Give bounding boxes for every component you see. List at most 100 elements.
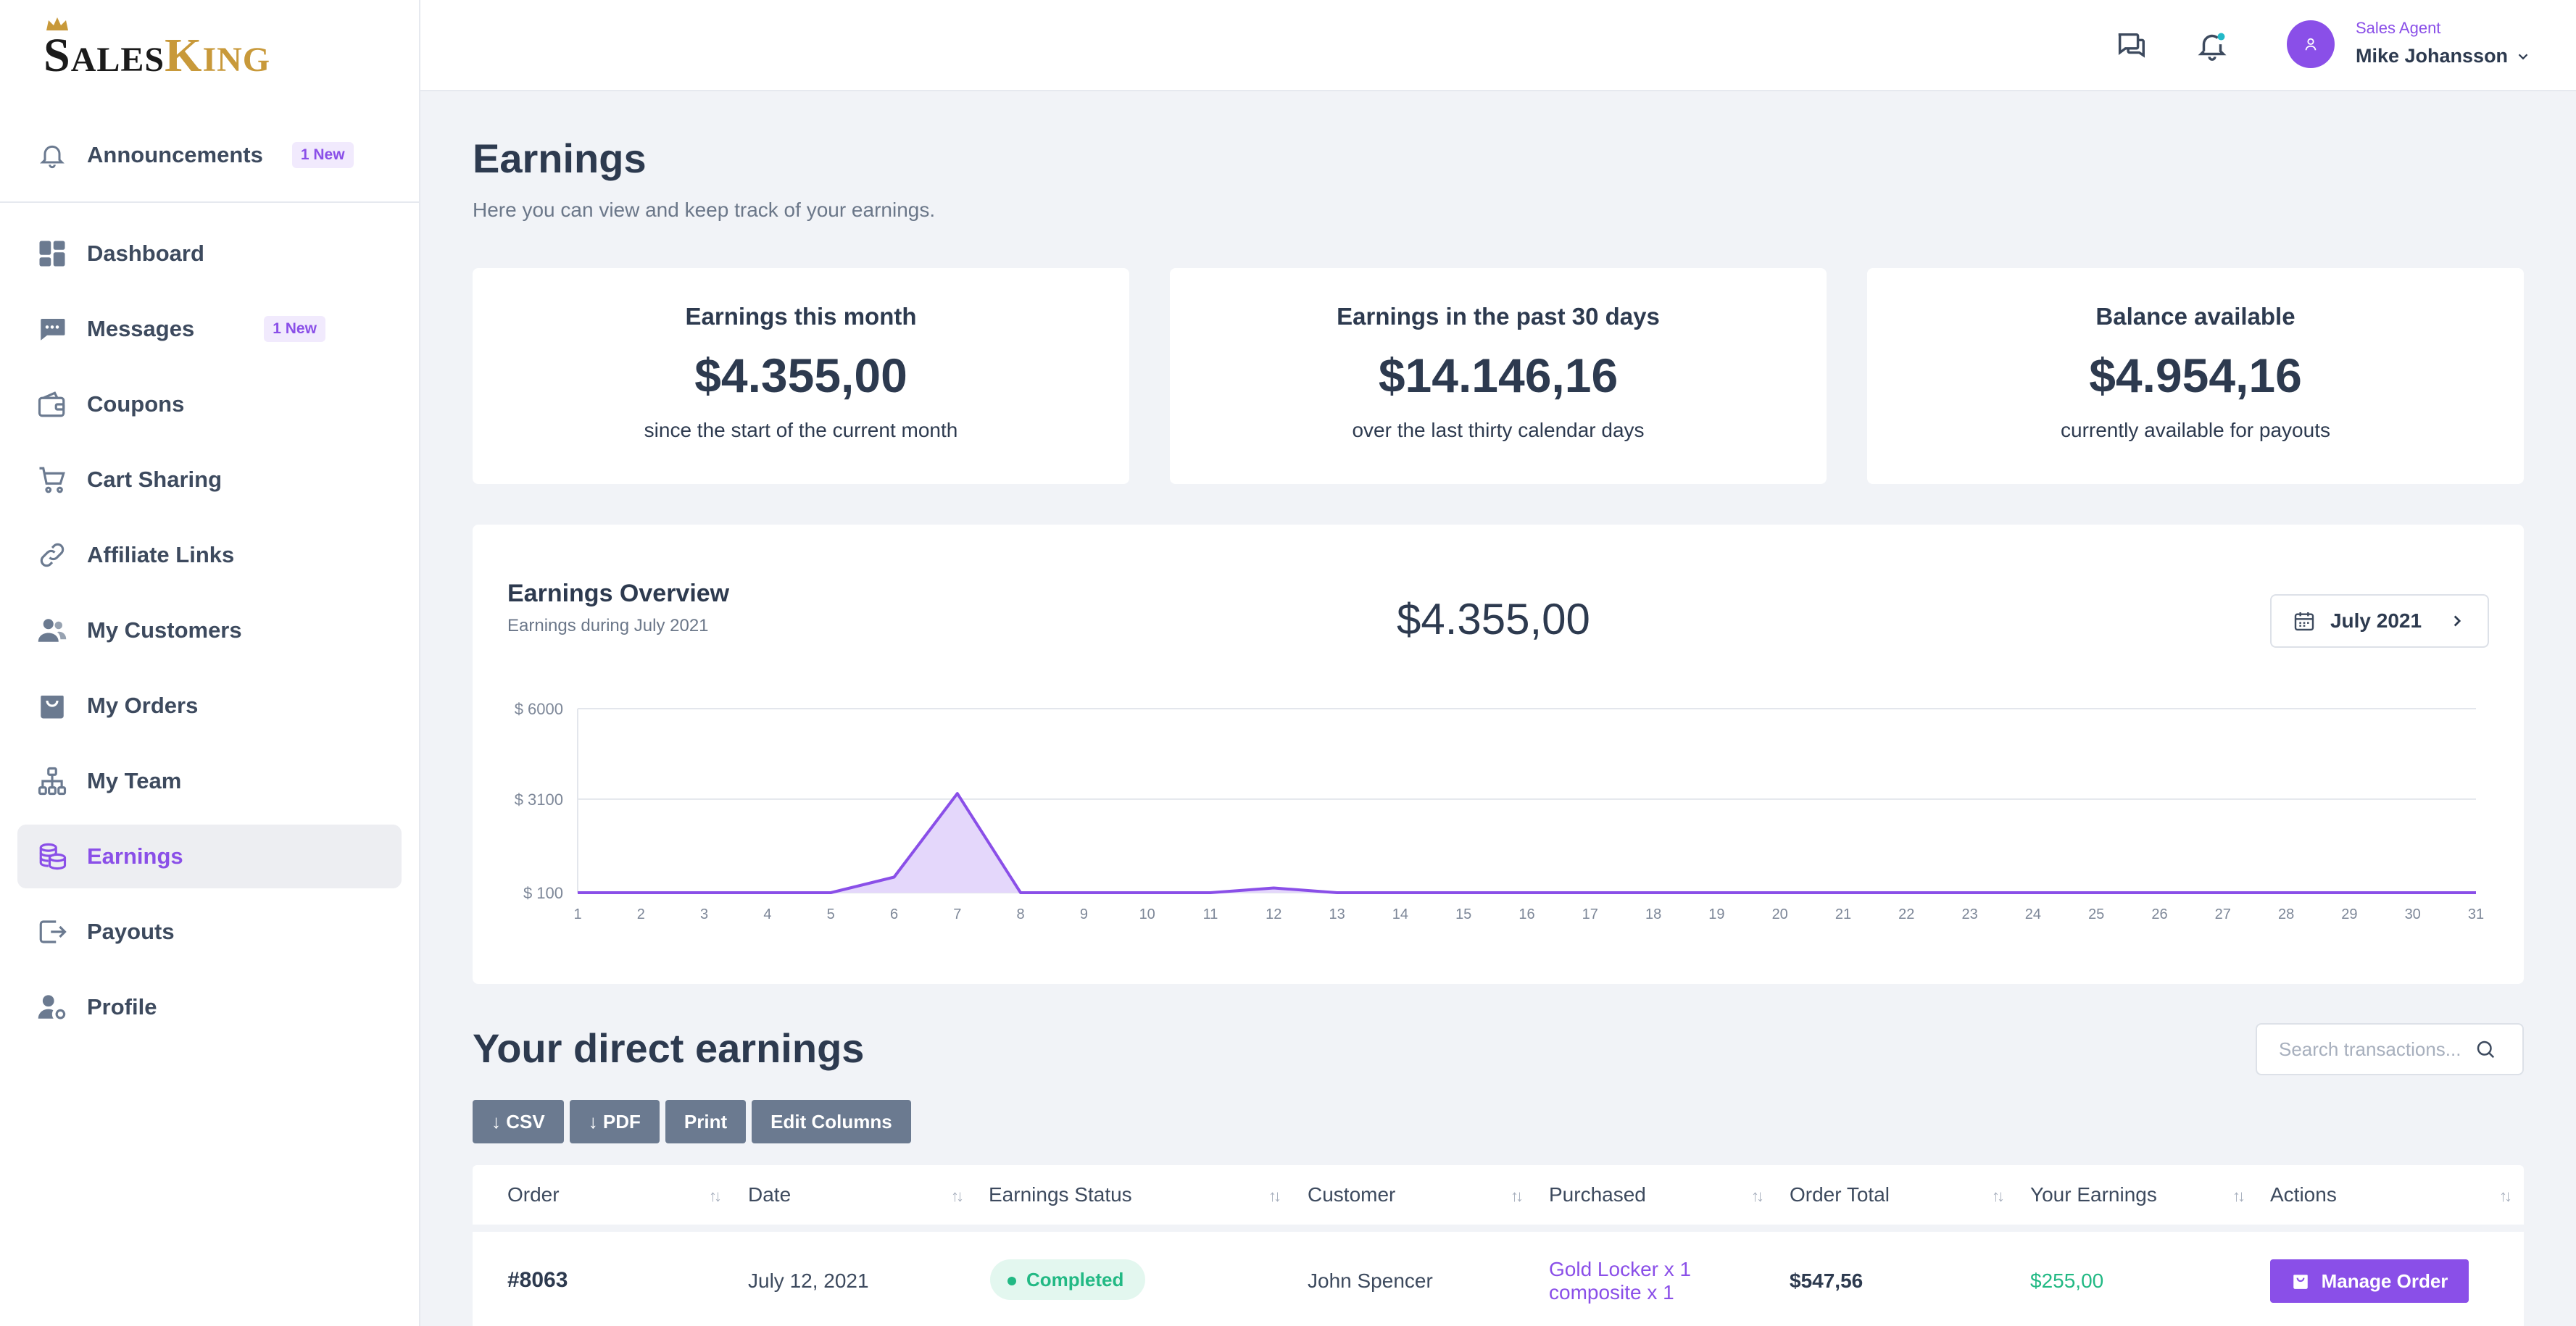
y-tick-label: $ 6000 — [515, 700, 563, 718]
column-header-date[interactable]: Date — [748, 1183, 792, 1206]
messages-icon[interactable] — [2113, 28, 2149, 64]
sort-icon[interactable]: ↑↓ — [709, 1187, 722, 1205]
y-tick-label: $ 100 — [523, 884, 563, 902]
sidebar-item-label: Payouts — [87, 919, 175, 944]
sidebar-item-label: Cart Sharing — [87, 467, 223, 492]
stat-title: Earnings this month — [685, 303, 917, 330]
crown-icon — [46, 17, 68, 30]
purchased-item-link[interactable]: composite x 1 — [1549, 1281, 1674, 1304]
x-tick-label: 8 — [1017, 906, 1025, 922]
sidebar-item-label: Earnings — [87, 843, 183, 869]
earnings-overview-card: Earnings Overview Earnings during July 2… — [473, 525, 2524, 984]
chart-title: Earnings Overview — [507, 580, 730, 607]
user-name: Mike Johansson — [2356, 45, 2509, 67]
status-badge: Completed — [990, 1259, 1146, 1300]
column-header-customer[interactable]: Customer — [1308, 1183, 1396, 1206]
export-pdf-button[interactable]: ↓ PDF — [569, 1100, 660, 1143]
order-total: $547,56 — [1790, 1269, 1864, 1292]
stat-value: $14.146,16 — [1378, 349, 1619, 402]
sidebar-item-label: My Orders — [87, 693, 199, 718]
sidebar-item-earnings[interactable]: Earnings — [17, 825, 402, 888]
search-icon[interactable] — [2475, 1038, 2496, 1060]
calendar-icon — [2294, 612, 2314, 631]
sidebar-item-coupons[interactable]: Coupons — [17, 372, 402, 436]
export-csv-button[interactable]: ↓ CSV — [473, 1100, 564, 1143]
x-tick-label: 6 — [890, 906, 898, 922]
avatar[interactable] — [2287, 20, 2335, 68]
search-box — [2256, 1023, 2524, 1075]
sidebar-item-my-customers[interactable]: My Customers — [17, 599, 402, 662]
month-picker-button[interactable]: July 2021 — [2270, 594, 2489, 648]
x-tick-label: 11 — [1203, 906, 1218, 922]
sidebar-item-label: Affiliate Links — [87, 542, 235, 567]
purchased-item-link[interactable]: Gold Locker x 1 — [1549, 1258, 1692, 1280]
sort-icon[interactable]: ↑↓ — [951, 1187, 964, 1205]
table-header: Order ↑↓ Date ↑↓ Earnings Status ↑↓ Cust… — [473, 1165, 2524, 1225]
column-header-order[interactable]: Order — [507, 1183, 560, 1206]
stat-title: Earnings in the past 30 days — [1337, 303, 1660, 330]
x-tick-label: 24 — [2025, 906, 2041, 922]
sidebar-item-affiliate-links[interactable]: Affiliate Links — [17, 523, 402, 587]
column-header-actions[interactable]: Actions — [2270, 1183, 2337, 1206]
sort-icon[interactable]: ↑↓ — [1511, 1187, 1524, 1205]
column-header-order-total[interactable]: Order Total — [1790, 1183, 1890, 1206]
top-header: Sales Agent Mike Johansson — [420, 0, 2576, 91]
stat-title: Balance available — [2095, 303, 2295, 330]
sidebar-item-announcements[interactable]: Announcements 1 New — [17, 123, 402, 187]
bell-icon — [35, 138, 70, 172]
sidebar-item-profile[interactable]: Profile — [17, 975, 402, 1039]
stat-card-30-days: Earnings in the past 30 days $14.146,16 … — [1170, 268, 1827, 484]
search-input[interactable] — [2279, 1038, 2475, 1061]
edit-columns-button[interactable]: Edit Columns — [752, 1100, 911, 1143]
chart-total: $4.355,00 — [1397, 595, 1590, 643]
sort-icon[interactable]: ↑↓ — [1268, 1187, 1281, 1205]
sidebar-item-my-team[interactable]: My Team — [17, 749, 402, 813]
print-button[interactable]: Print — [665, 1100, 747, 1143]
stat-description: since the start of the current month — [644, 419, 958, 441]
x-tick-label: 22 — [1898, 906, 1914, 922]
chart-subtitle: Earnings during July 2021 — [507, 616, 709, 635]
x-tick-label: 29 — [2341, 906, 2357, 922]
hierarchy-icon — [35, 764, 70, 798]
section-title: Your direct earnings — [473, 1025, 865, 1071]
column-header-earnings-status[interactable]: Earnings Status — [989, 1183, 1132, 1206]
column-header-your-earnings[interactable]: Your Earnings — [2030, 1183, 2157, 1206]
notification-bell-icon[interactable] — [2194, 28, 2230, 64]
user-menu[interactable]: Mike Johansson — [2356, 45, 2531, 67]
x-tick-label: 14 — [1392, 906, 1408, 922]
sidebar-item-cart-sharing[interactable]: Cart Sharing — [17, 448, 402, 512]
manage-order-button[interactable]: Manage Order — [2270, 1259, 2469, 1303]
announcements-section: Announcements 1 New — [0, 123, 420, 203]
page-subtitle: Here you can view and keep track of your… — [473, 199, 936, 221]
table-toolbar: ↓ CSV ↓ PDF Print Edit Columns — [473, 1100, 911, 1143]
status-dot — [1007, 1277, 1016, 1285]
sidebar-item-label: Profile — [87, 994, 157, 1019]
saleking-logo[interactable]: SALESKING — [43, 17, 271, 82]
x-tick-label: 31 — [2468, 906, 2484, 922]
sidebar-item-payouts[interactable]: Payouts — [17, 900, 402, 964]
sidebar-item-label: Dashboard — [87, 241, 204, 266]
stat-card-balance: Balance available $4.954,16 currently av… — [1867, 268, 2524, 484]
sidebar-item-my-orders[interactable]: My Orders — [17, 674, 402, 738]
x-tick-label: 16 — [1518, 906, 1534, 922]
x-tick-label: 25 — [2088, 906, 2104, 922]
x-tick-label: 19 — [1708, 906, 1724, 922]
sort-icon[interactable]: ↑↓ — [1751, 1187, 1764, 1205]
sort-icon[interactable]: ↑↓ — [2232, 1187, 2245, 1205]
earnings-line — [578, 792, 2476, 894]
logo-text: SALESKING — [43, 29, 271, 82]
sidebar-item-messages[interactable]: Messages 1 New — [17, 297, 402, 361]
column-header-purchased[interactable]: Purchased — [1549, 1183, 1646, 1206]
sidebar-item-label: Messages — [87, 316, 195, 341]
x-tick-label: 28 — [2278, 906, 2294, 922]
order-number[interactable]: #8063 — [507, 1268, 568, 1292]
sort-icon[interactable]: ↑↓ — [1992, 1187, 2005, 1205]
y-tick-label: $ 3100 — [515, 791, 563, 809]
payout-icon — [35, 914, 70, 949]
sort-icon[interactable]: ↑↓ — [2499, 1187, 2512, 1205]
x-tick-label: 3 — [700, 906, 708, 922]
sidebar-item-dashboard[interactable]: Dashboard — [17, 222, 402, 285]
users-icon — [35, 613, 70, 648]
month-label: July 2021 — [2330, 609, 2422, 632]
